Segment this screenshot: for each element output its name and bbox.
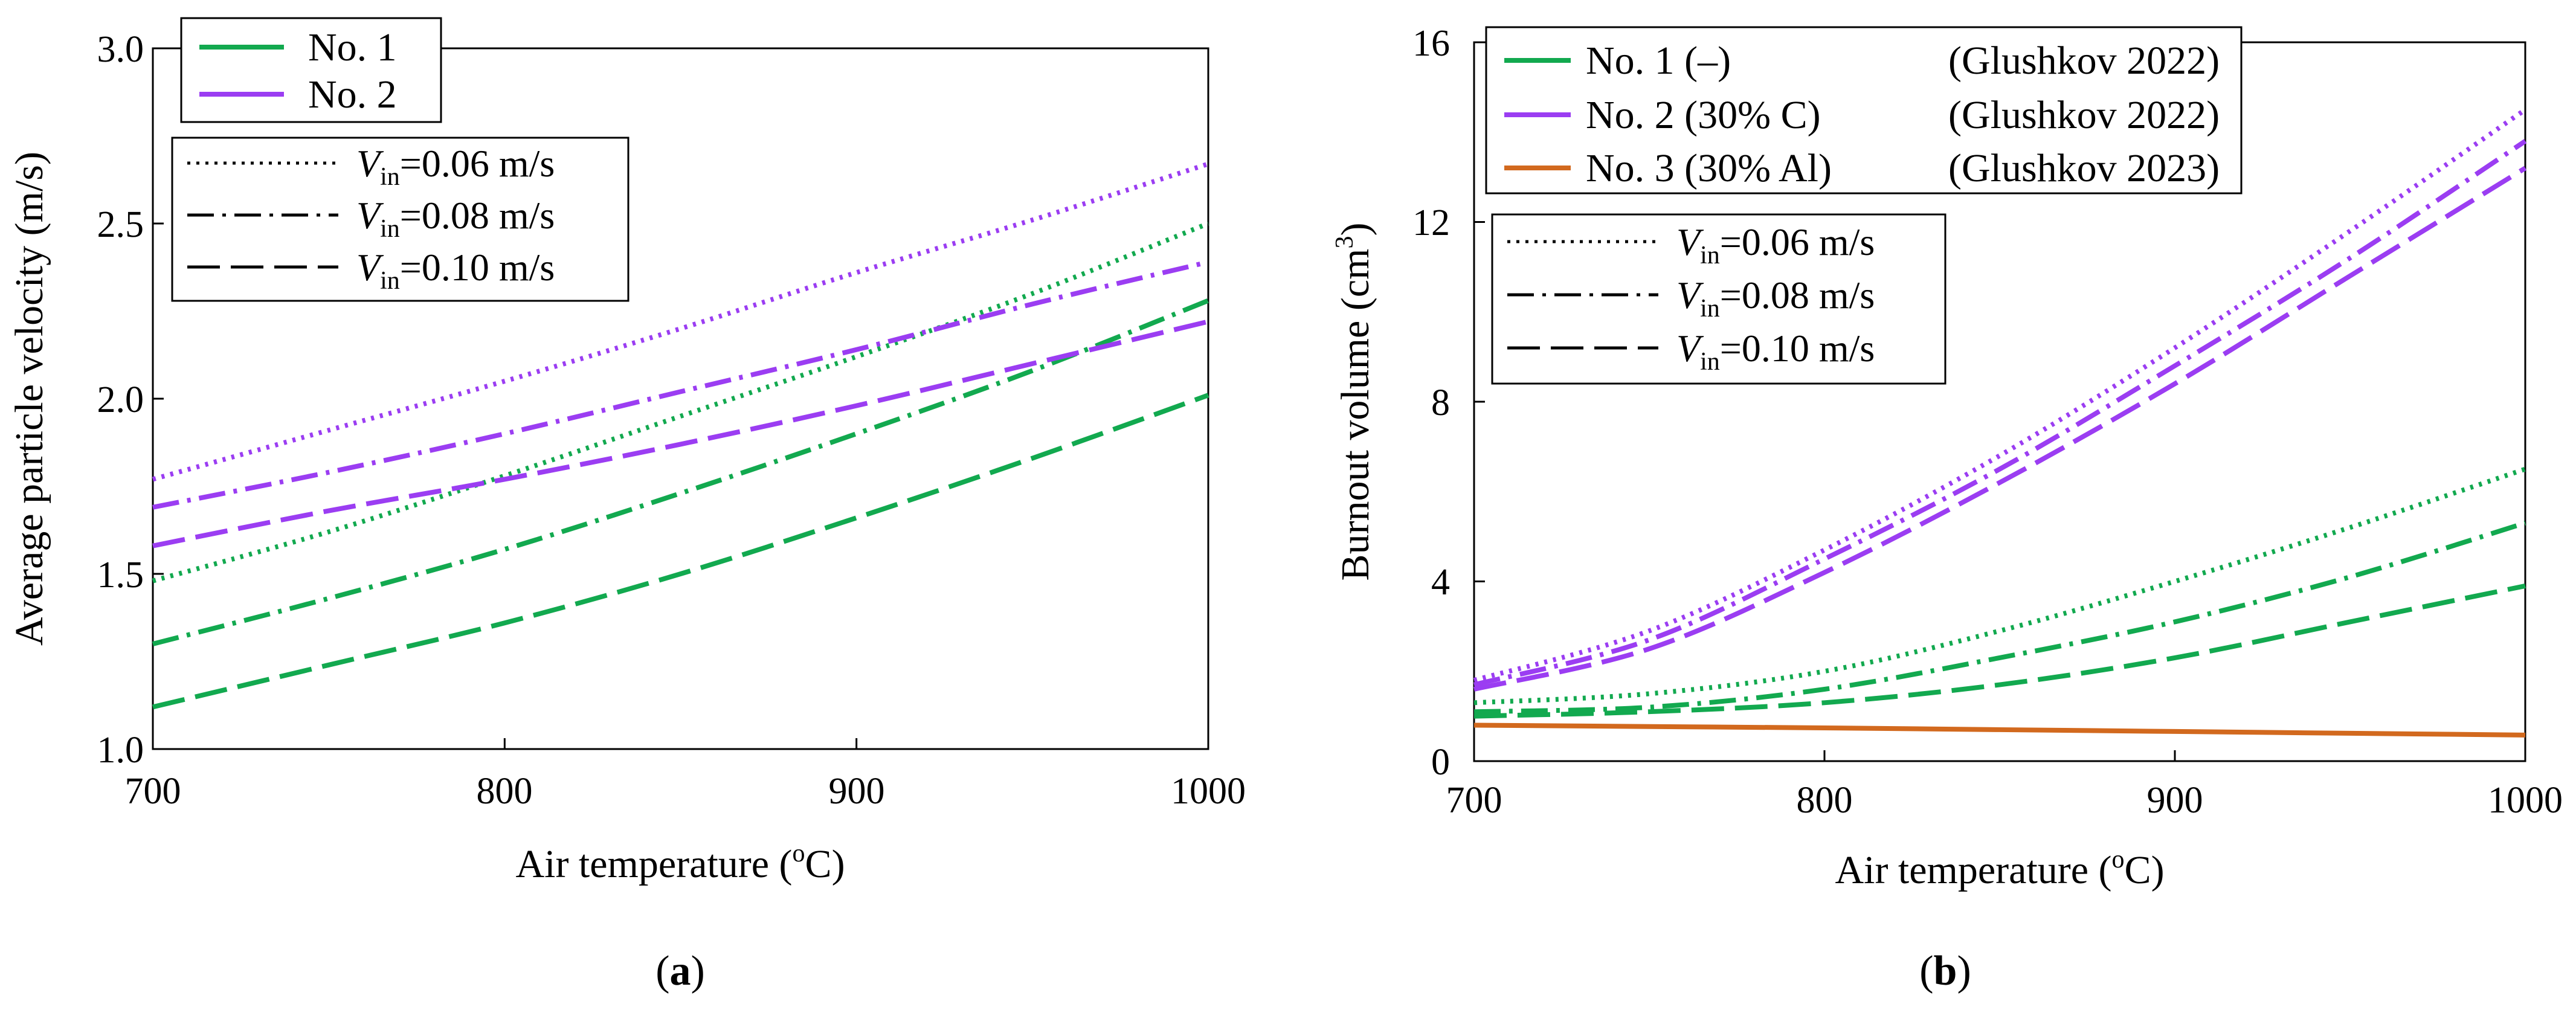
x-axis-label-b: Air temperature (oC) xyxy=(1835,846,2164,892)
y-tick-label-b-4: 16 xyxy=(1412,23,1450,64)
series-line-a-1 xyxy=(152,298,1209,646)
panel-label-b: (b) xyxy=(1919,948,1971,994)
style-legend-b-label-0: Vin=0.06 m/s xyxy=(1676,220,1875,269)
x-axis-label-a: Air temperature (oC) xyxy=(515,840,845,886)
series-line-b-1 xyxy=(1473,520,2526,715)
y-axis-label-a: Average particle velocity (m/s) xyxy=(7,152,51,646)
fuel-legend-b-ref-1: (Glushkov 2022) xyxy=(1948,93,2220,137)
series-line-a-3 xyxy=(152,161,1209,482)
style-legend-b-label-1: Vin=0.08 m/s xyxy=(1676,274,1875,323)
x-tick-label-b-3: 1000 xyxy=(2488,780,2563,821)
fuel-legend-b-label-2: No. 3 (30% Al) xyxy=(1586,146,1832,190)
fuel-legend-a-label-1: No. 2 xyxy=(308,72,397,117)
y-tick-label-b-1: 4 xyxy=(1431,562,1450,603)
fuel-legend-b-label-1: No. 2 (30% C) xyxy=(1586,93,1821,137)
y-tick-label-a-0: 1.0 xyxy=(97,730,144,771)
chart-panel-b: 700 800 900 1000 0 4 8 12 16 Air tempera… xyxy=(1331,23,2563,994)
y-axis-label-b: Burnout volume (cm3) xyxy=(1331,223,1377,581)
x-tick-label-b-0: 700 xyxy=(1446,780,1502,821)
fuel-legend-b-ref-2: (Glushkov 2023) xyxy=(1948,146,2220,190)
x-tick-label-a-0: 700 xyxy=(125,771,181,812)
y-tick-label-a-4: 3.0 xyxy=(97,29,144,70)
fuel-legend-a-label-0: No. 1 xyxy=(308,25,397,69)
series-line-a-2 xyxy=(152,393,1209,710)
axis-ticks-b xyxy=(1473,41,2526,762)
x-tick-labels-b: 700 800 900 1000 xyxy=(1446,780,2563,821)
fuel-legend-a: No. 1 No. 2 xyxy=(180,17,442,123)
x-tick-label-a-2: 900 xyxy=(829,771,885,812)
series-group-b xyxy=(1473,108,2527,738)
style-legend-a-label-1: Vin=0.08 m/s xyxy=(356,194,555,243)
style-legend-a-label-2: Vin=0.10 m/s xyxy=(356,246,555,295)
series-line-b-5 xyxy=(1473,166,2527,692)
fuel-legend-b: No. 1 (–) (Glushkov 2022) No. 2 (30% C) … xyxy=(1485,26,2243,195)
fuel-legend-a-box xyxy=(180,17,442,123)
series-line-b-6 xyxy=(1473,722,2526,738)
series-group-a xyxy=(152,161,1209,710)
y-tick-label-b-0: 0 xyxy=(1431,742,1450,783)
series-line-b-0 xyxy=(1473,466,2526,706)
axis-ticks-a xyxy=(152,47,1209,750)
x-tick-labels-a: 700 800 900 1000 xyxy=(125,771,1246,812)
series-line-b-4 xyxy=(1473,139,2527,687)
style-legend-a-label-0: Vin=0.06 m/s xyxy=(356,142,555,191)
y-tick-label-a-1: 1.5 xyxy=(97,555,144,596)
fuel-legend-b-ref-0: (Glushkov 2022) xyxy=(1948,39,2220,83)
y-tick-label-a-3: 2.5 xyxy=(97,204,144,245)
chart-panel-a: 700 800 900 1000 1.0 1.5 2.0 2.5 3.0 Air… xyxy=(7,17,1246,994)
x-tick-label-a-1: 800 xyxy=(477,771,533,812)
style-legend-a-box xyxy=(171,137,630,302)
style-legend-b: Vin=0.06 m/s Vin=0.08 m/s Vin=0.10 m/s xyxy=(1491,213,1946,385)
panel-label-a: (a) xyxy=(655,948,705,994)
series-line-b-3 xyxy=(1473,108,2527,683)
y-tick-labels-b: 0 4 8 12 16 xyxy=(1412,23,1450,783)
y-tick-label-a-2: 2.0 xyxy=(97,379,144,420)
x-tick-label-b-1: 800 xyxy=(1797,780,1853,821)
series-line-a-0 xyxy=(152,221,1209,584)
series-line-a-5 xyxy=(152,319,1209,548)
fuel-legend-b-label-0: No. 1 (–) xyxy=(1586,39,1731,83)
y-tick-label-b-3: 12 xyxy=(1412,202,1450,243)
x-tick-label-a-3: 1000 xyxy=(1171,771,1246,812)
series-line-a-4 xyxy=(152,259,1209,510)
x-tick-label-b-2: 900 xyxy=(2147,780,2203,821)
series-line-b-2 xyxy=(1473,584,2526,719)
fuel-legend-b-box xyxy=(1485,26,2243,195)
y-tick-label-b-2: 8 xyxy=(1431,382,1450,423)
y-tick-labels-a: 1.0 1.5 2.0 2.5 3.0 xyxy=(97,29,144,771)
style-legend-a: Vin=0.06 m/s Vin=0.08 m/s Vin=0.10 m/s xyxy=(171,137,630,302)
style-legend-b-box xyxy=(1491,213,1946,385)
style-legend-b-label-2: Vin=0.10 m/s xyxy=(1676,327,1875,376)
